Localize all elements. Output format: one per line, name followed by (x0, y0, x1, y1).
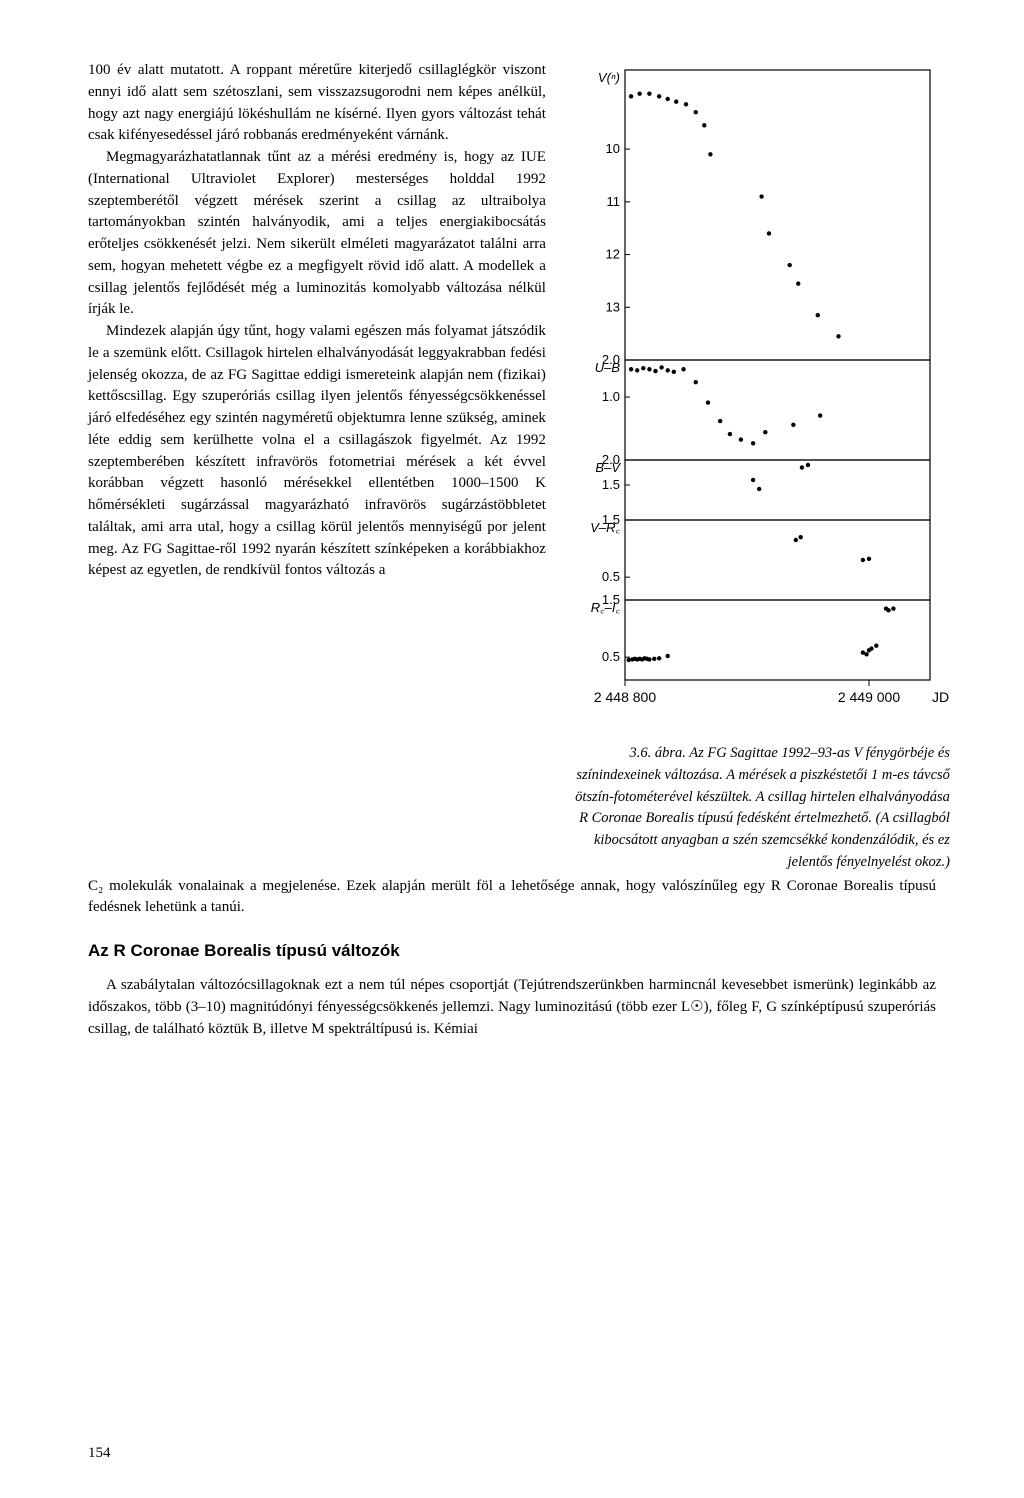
svg-text:0.5: 0.5 (602, 649, 620, 664)
svg-text:2 448 800: 2 448 800 (594, 689, 656, 705)
left-text-column: 100 év alatt mutatott. A roppant méretűr… (88, 60, 546, 582)
svg-text:1.0: 1.0 (602, 389, 620, 404)
right-chart-column: V(ⁿ)10111213U–B1.02.0B–V1.52.0V–R꜀0.51.5… (570, 60, 950, 874)
svg-text:1.5: 1.5 (602, 592, 620, 607)
svg-text:13: 13 (605, 299, 619, 314)
svg-text:0.5: 0.5 (602, 569, 620, 584)
page-number: 154 (88, 1445, 111, 1462)
svg-text:JD: JD (932, 689, 949, 705)
paragraph-2: Megmagyarázhatatlannak tűnt az a mérési … (88, 147, 546, 321)
multi-panel-chart: V(ⁿ)10111213U–B1.02.0B–V1.52.0V–R꜀0.51.5… (570, 60, 950, 725)
page: 100 év alatt mutatott. A roppant méretűr… (0, 0, 1024, 1498)
caption-text: Az FG Sagittae 1992–93-as V fénygörbéje … (575, 745, 950, 870)
svg-text:10: 10 (605, 141, 619, 156)
svg-text:1.5: 1.5 (602, 477, 620, 492)
section-body: A szabálytalan változócsillagoknak ezt a… (88, 975, 936, 1040)
svg-text:1.5: 1.5 (602, 512, 620, 527)
paragraph-continued: C₂ molekulák vonalainak a megjelenése. E… (88, 876, 936, 920)
section-heading: Az R Coronae Borealis típusú változók (88, 941, 936, 961)
svg-text:2.0: 2.0 (602, 452, 620, 467)
figure-caption: 3.6. ábra. Az FG Sagittae 1992–93-as V f… (570, 743, 950, 874)
svg-text:11: 11 (606, 194, 620, 209)
two-column-layout: 100 év alatt mutatott. A roppant méretűr… (88, 60, 936, 874)
paragraph-3: Mindezek alapján úgy tűnt, hogy valami e… (88, 321, 546, 582)
svg-text:V(ⁿ): V(ⁿ) (598, 70, 620, 85)
paragraph-1: 100 év alatt mutatott. A roppant méretűr… (88, 60, 546, 147)
svg-text:2.0: 2.0 (602, 352, 620, 367)
chart-svg: V(ⁿ)10111213U–B1.02.0B–V1.52.0V–R꜀0.51.5… (570, 60, 950, 720)
svg-text:12: 12 (605, 247, 619, 262)
caption-label: 3.6. ábra. (629, 745, 685, 761)
svg-text:2 449 000: 2 449 000 (838, 689, 900, 705)
